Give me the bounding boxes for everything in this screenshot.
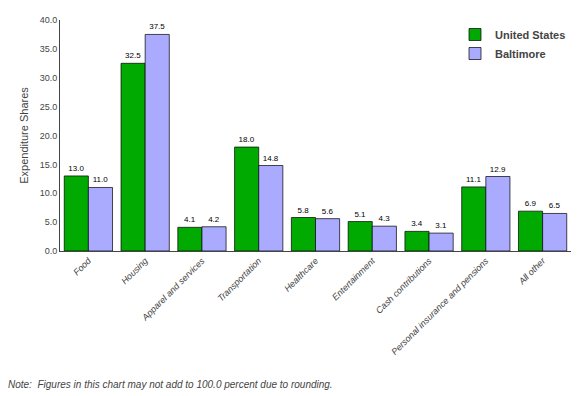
svg-text:10.0: 10.0 bbox=[40, 188, 58, 198]
svg-text:3.1: 3.1 bbox=[435, 221, 447, 230]
svg-text:3.4: 3.4 bbox=[411, 219, 423, 228]
svg-text:Apparel and services: Apparel and services bbox=[139, 255, 207, 323]
svg-text:18.0: 18.0 bbox=[239, 135, 255, 144]
svg-text:15.0: 15.0 bbox=[40, 160, 58, 170]
svg-text:4.1: 4.1 bbox=[184, 215, 196, 224]
svg-text:35.0: 35.0 bbox=[40, 44, 58, 54]
svg-text:40.0: 40.0 bbox=[40, 15, 58, 25]
svg-text:5.0: 5.0 bbox=[45, 217, 58, 227]
svg-text:11.0: 11.0 bbox=[93, 175, 109, 184]
svg-text:Personal insurance and pension: Personal insurance and pensions bbox=[389, 255, 491, 357]
svg-text:11.1: 11.1 bbox=[466, 175, 482, 184]
svg-text:Expenditure Shares: Expenditure Shares bbox=[18, 87, 30, 184]
svg-text:Transportation: Transportation bbox=[216, 256, 264, 304]
svg-text:Baltimore: Baltimore bbox=[495, 48, 546, 60]
svg-text:Housing: Housing bbox=[119, 256, 149, 286]
svg-text:13.0: 13.0 bbox=[68, 164, 84, 173]
svg-text:Entertainment: Entertainment bbox=[330, 255, 377, 302]
svg-text:6.5: 6.5 bbox=[549, 201, 561, 210]
svg-text:0.0: 0.0 bbox=[45, 246, 58, 256]
svg-text:14.8: 14.8 bbox=[263, 154, 279, 163]
svg-text:32.5: 32.5 bbox=[125, 51, 141, 60]
svg-text:5.8: 5.8 bbox=[298, 206, 310, 215]
svg-text:5.6: 5.6 bbox=[322, 207, 334, 216]
svg-text:Food: Food bbox=[71, 255, 93, 277]
svg-text:Healthcare: Healthcare bbox=[282, 256, 320, 294]
svg-text:5.1: 5.1 bbox=[354, 210, 366, 219]
svg-text:30.0: 30.0 bbox=[40, 73, 58, 83]
svg-text:4.2: 4.2 bbox=[208, 215, 220, 224]
svg-text:6.9: 6.9 bbox=[525, 199, 537, 208]
svg-text:20.0: 20.0 bbox=[40, 131, 58, 141]
svg-text:Note: Figures in this chart m: Note: Figures in this chart may not add … bbox=[8, 379, 333, 390]
svg-text:United States: United States bbox=[495, 29, 565, 41]
svg-text:37.5: 37.5 bbox=[149, 22, 165, 31]
svg-text:12.9: 12.9 bbox=[490, 165, 506, 174]
svg-text:Cash contributions: Cash contributions bbox=[374, 255, 434, 315]
svg-text:All other: All other bbox=[516, 255, 548, 287]
svg-text:25.0: 25.0 bbox=[40, 102, 58, 112]
svg-text:4.3: 4.3 bbox=[379, 214, 391, 223]
